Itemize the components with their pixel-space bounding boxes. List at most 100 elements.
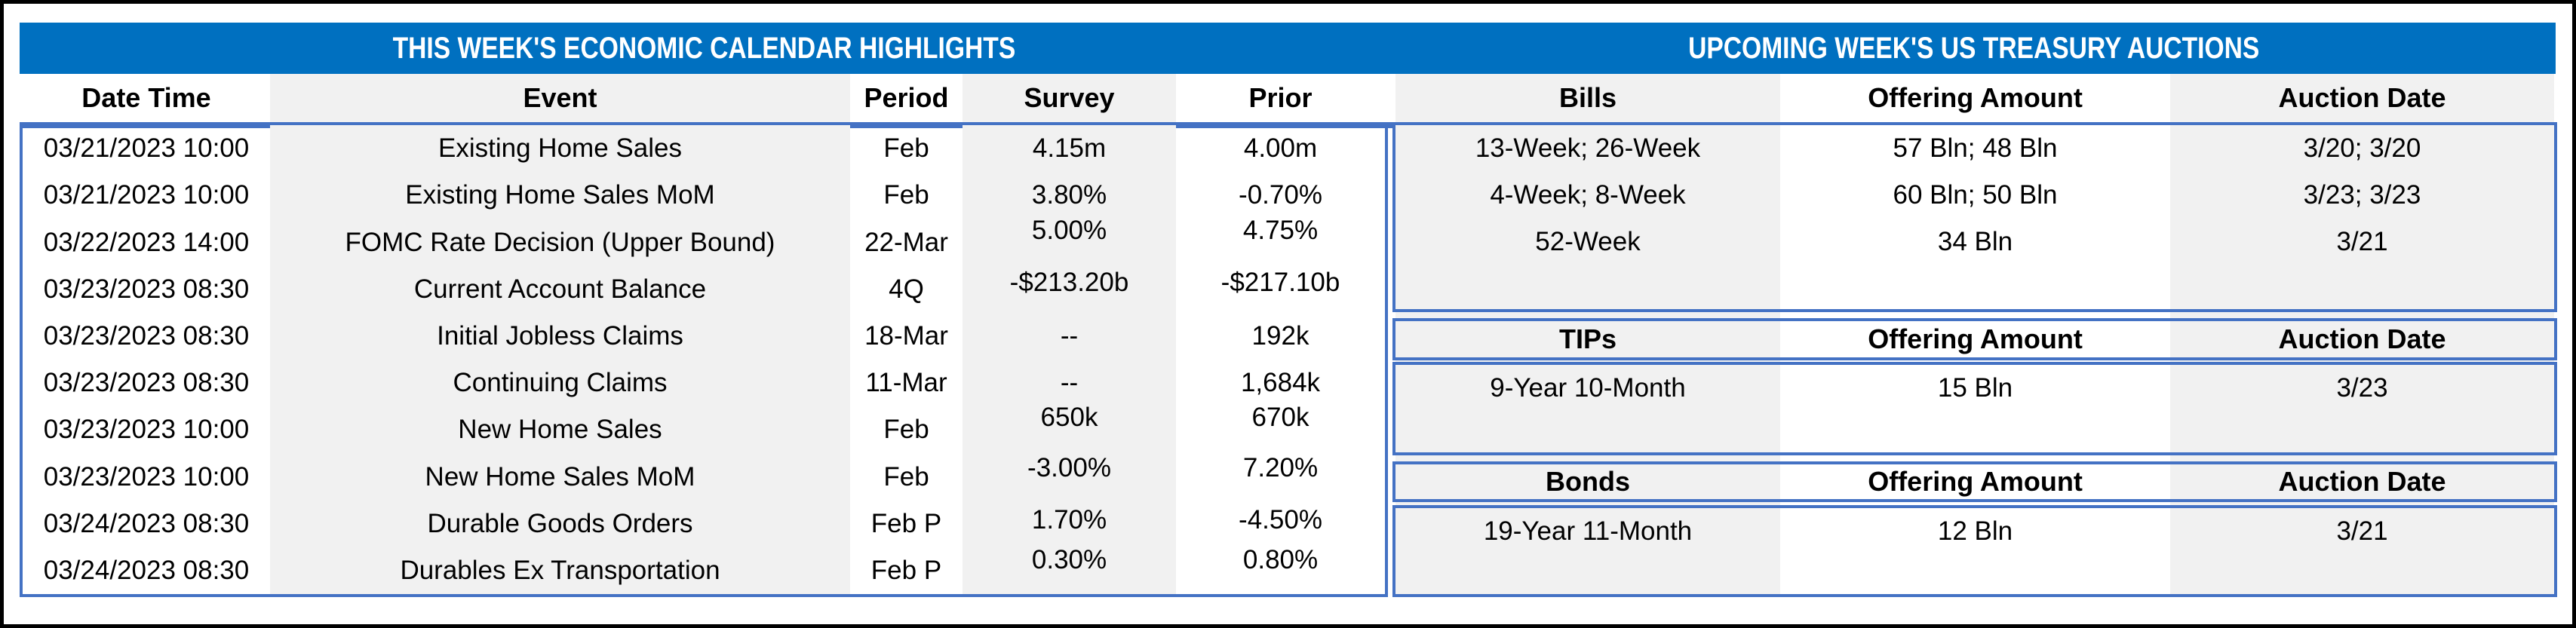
event-cell: New Home Sales	[458, 415, 662, 445]
event-column-stripe	[270, 74, 850, 122]
bonds-header: Bonds Offering Amount Auction Date	[1392, 461, 2557, 502]
calendar-row: 03/23/2023 08:30 Initial Jobless Claims …	[23, 313, 1385, 360]
calendar-row: 03/23/2023 08:30 Continuing Claims 11-Ma…	[23, 360, 1385, 406]
date-time-cell: 03/23/2023 08:30	[43, 274, 250, 304]
auction-date-cell: 3/23	[2336, 373, 2388, 403]
date-time-cell: 03/24/2023 08:30	[43, 555, 250, 585]
offering-amount-cell: 34 Bln	[1937, 227, 2013, 256]
event-cell: Existing Home Sales MoM	[405, 180, 715, 210]
period-cell: Feb	[883, 415, 929, 445]
date-time-cell: 03/21/2023 10:00	[43, 133, 250, 164]
tips-header-row: TIPs Offering Amount Auction Date	[1395, 321, 2554, 357]
auction-date-header: Auction Date	[2278, 323, 2446, 354]
date-time-cell: 03/23/2023 10:00	[43, 415, 250, 445]
bonds-section: 19-Year 11-Month 12 Bln 3/21	[1392, 505, 2557, 597]
bonds-row: 19-Year 11-Month 12 Bln 3/21	[1395, 508, 2554, 555]
offering-amount-header: Offering Amount	[1868, 466, 2083, 497]
tips-header: TIPs Offering Amount Auction Date	[1392, 318, 2557, 360]
date-time-cell: 03/22/2023 14:00	[43, 227, 250, 257]
event-cell: FOMC Rate Decision (Upper Bound)	[345, 227, 775, 257]
auction-date-cell: 3/21	[2336, 516, 2388, 546]
calendar-title-area: THIS WEEK'S ECONOMIC CALENDAR HIGHLIGHTS	[20, 23, 1388, 74]
security-cell: 9-Year 10-Month	[1490, 373, 1686, 403]
header-separator	[20, 122, 2556, 128]
date-time-cell: 03/23/2023 10:00	[43, 461, 250, 492]
offering-amount-cell: 57 Bln; 48 Bln	[1893, 133, 2058, 163]
calendar-row: 03/21/2023 10:00 Existing Home Sales Feb…	[23, 125, 1385, 172]
event-cell: Durables Ex Transportation	[400, 555, 720, 585]
survey-cell: --	[1060, 368, 1079, 398]
period-cell: Feb P	[870, 555, 942, 585]
survey-cell: 650k	[1040, 403, 1098, 433]
calendar-row: 03/23/2023 08:30 Current Account Balance…	[23, 266, 1385, 313]
calendar-row: 03/23/2023 10:00 New Home Sales Feb 650k…	[23, 403, 1385, 453]
event-cell: Current Account Balance	[413, 274, 707, 304]
prior-cell: -$217.10b	[1220, 267, 1340, 297]
column-header-offering-amount: Offering Amount	[1868, 82, 2083, 113]
auction-date-column-stripe	[2170, 74, 2554, 122]
security-cell: 19-Year 11-Month	[1483, 516, 1693, 546]
column-header-event: Event	[523, 82, 597, 113]
survey-column-stripe	[963, 74, 1176, 122]
survey-cell: -$213.20b	[1009, 267, 1129, 297]
prior-cell: -0.70%	[1239, 180, 1322, 210]
auction-date-cell: 3/23; 3/23	[2303, 180, 2421, 210]
survey-stripe	[963, 125, 1176, 594]
auction-date-cell: 3/21	[2336, 227, 2388, 256]
survey-cell: -3.00%	[1027, 452, 1111, 482]
calendar-title: THIS WEEK'S ECONOMIC CALENDAR HIGHLIGHTS	[392, 31, 1015, 65]
event-cell: Existing Home Sales	[438, 133, 682, 164]
security-cell: 4-Week; 8-Week	[1490, 180, 1686, 210]
survey-cell: 5.00%	[1031, 215, 1107, 245]
prior-cell: 7.20%	[1242, 452, 1319, 482]
bills-section: 13-Week; 26-Week 57 Bln; 48 Bln 3/20; 3/…	[1392, 122, 2557, 312]
calendar-row: 03/21/2023 10:00 Existing Home Sales MoM…	[23, 172, 1385, 219]
bonds-header-row: Bonds Offering Amount Auction Date	[1395, 464, 2554, 499]
period-cell: Feb P	[870, 508, 942, 538]
bills-column-stripe	[1395, 74, 1780, 122]
period-cell: Feb	[883, 180, 929, 210]
tips-row: 9-Year 10-Month 15 Bln 3/23	[1395, 365, 2554, 412]
calendar-row: 03/23/2023 10:00 New Home Sales MoM Feb …	[23, 453, 1385, 500]
economic-calendar-table: 03/21/2023 10:00 Existing Home Sales Feb…	[20, 122, 1388, 597]
auctions-title-area: UPCOMING WEEK'S US TREASURY AUCTIONS	[1392, 23, 2556, 74]
prior-cell: 4.00m	[1243, 133, 1318, 164]
event-stripe	[270, 125, 850, 594]
event-cell: Continuing Claims	[453, 368, 668, 398]
calendar-row: 03/24/2023 08:30 Durable Goods Orders Fe…	[23, 501, 1385, 547]
column-header-prior: Prior	[1248, 82, 1313, 113]
survey-cell: --	[1060, 320, 1079, 351]
auction-date-cell: 3/20; 3/20	[2303, 133, 2421, 163]
period-cell: Feb	[883, 133, 929, 164]
calendar-row: 03/22/2023 14:00 FOMC Rate Decision (Upp…	[23, 216, 1385, 265]
title-band: THIS WEEK'S ECONOMIC CALENDAR HIGHLIGHTS…	[20, 23, 2556, 74]
prior-cell: 670k	[1251, 403, 1309, 433]
bills-row: 13-Week; 26-Week 57 Bln; 48 Bln 3/20; 3/…	[1395, 125, 2554, 172]
tips-section: 9-Year 10-Month 15 Bln 3/23	[1392, 362, 2557, 455]
bills-row: 52-Week 34 Bln 3/21	[1395, 219, 2554, 265]
section-label: TIPs	[1558, 323, 1617, 354]
offering-amount-cell: 12 Bln	[1937, 516, 2013, 546]
offering-amount-cell: 15 Bln	[1937, 373, 2013, 403]
offering-amount-header: Offering Amount	[1868, 323, 2083, 354]
prior-cell: -4.50%	[1239, 504, 1322, 535]
prior-cell: 1,684k	[1240, 368, 1321, 398]
calendar-row: 03/24/2023 08:30 Durables Ex Transportat…	[23, 545, 1385, 594]
date-time-cell: 03/24/2023 08:30	[43, 508, 250, 538]
survey-cell: 1.70%	[1031, 504, 1107, 535]
survey-cell: 0.30%	[1031, 544, 1107, 574]
column-header-survey: Survey	[1024, 82, 1115, 113]
survey-cell: 3.80%	[1031, 180, 1107, 210]
date-time-cell: 03/23/2023 08:30	[43, 368, 250, 398]
prior-cell: 192k	[1251, 320, 1309, 351]
period-cell: 11-Mar	[865, 368, 947, 398]
event-cell: New Home Sales MoM	[425, 461, 695, 492]
security-cell: 13-Week; 26-Week	[1475, 133, 1701, 163]
period-cell: 4Q	[889, 274, 924, 304]
bills-row: 4-Week; 8-Week 60 Bln; 50 Bln 3/23; 3/23	[1395, 172, 2554, 219]
column-header-date-time: Date Time	[81, 82, 211, 113]
prior-cell: 0.80%	[1242, 544, 1319, 574]
security-cell: 52-Week	[1535, 227, 1641, 256]
period-cell: 22-Mar	[864, 227, 948, 257]
